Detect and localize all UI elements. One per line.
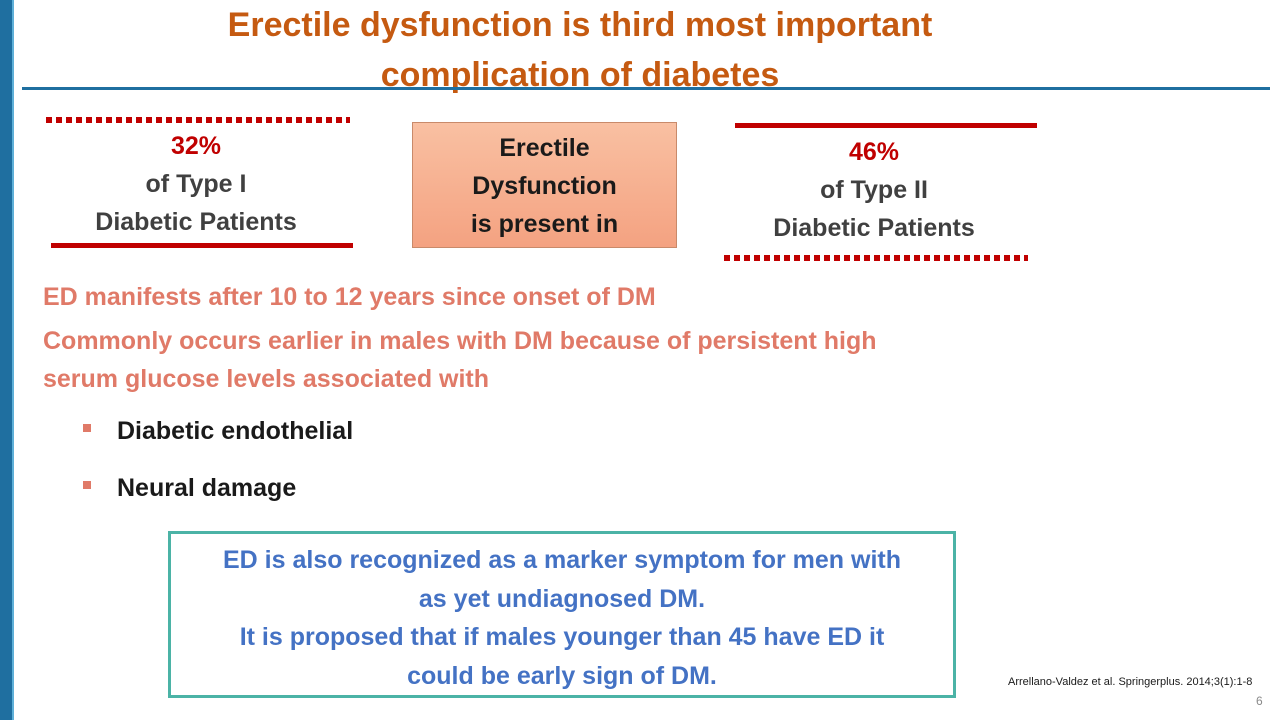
type1-stat: 32% of Type I Diabetic Patients xyxy=(46,127,346,241)
ed-present-box: Erectile Dysfunction is present in xyxy=(412,122,677,248)
bullet-text: Neural damage xyxy=(117,474,297,502)
ed-box-line-3: is present in xyxy=(470,210,619,238)
type1-label-line-2: Diabetic Patients xyxy=(95,208,297,236)
cause-paragraph-line-2: serum glucose levels associated with xyxy=(43,365,490,393)
title-underline xyxy=(22,87,1270,90)
type1-percent: 32% xyxy=(170,132,222,160)
slide-title-line-2: complication of diabetes xyxy=(380,56,780,94)
ed-box-line-1: Erectile xyxy=(499,134,590,162)
type2-stat: 46% of Type II Diabetic Patients xyxy=(724,133,1024,247)
onset-paragraph: ED manifests after 10 to 12 years since … xyxy=(43,283,656,311)
callout-line-1: ED is also recognized as a marker sympto… xyxy=(223,546,901,574)
type2-label-line-2: Diabetic Patients xyxy=(773,214,975,242)
bullet-square-icon xyxy=(83,481,91,490)
callout-line-3: It is proposed that if males younger tha… xyxy=(239,623,885,651)
marker-symptom-callout: ED is also recognized as a marker sympto… xyxy=(168,531,956,698)
cause-paragraph: Commonly occurs earlier in males with DM… xyxy=(43,322,877,398)
citation: Arrellano-Valdez et al. Springerplus. 20… xyxy=(1008,676,1253,688)
bullet-item: Neural damage xyxy=(83,469,296,507)
type1-solid-rule xyxy=(51,243,353,248)
bullet-item: Diabetic endothelial xyxy=(83,412,353,450)
type1-dotted-rule xyxy=(46,117,350,123)
cause-paragraph-line-1: Commonly occurs earlier in males with DM… xyxy=(43,327,877,355)
type2-percent: 46% xyxy=(848,138,900,166)
callout-line-4: could be early sign of DM. xyxy=(407,661,717,690)
bullet-square-icon xyxy=(83,424,91,433)
bullet-text: Diabetic endothelial xyxy=(117,417,354,445)
page-number: 6 xyxy=(1256,694,1263,708)
type2-dotted-rule xyxy=(724,255,1028,261)
left-accent-bar xyxy=(0,0,12,720)
type2-label-line-1: of Type II xyxy=(820,176,928,204)
type2-solid-rule xyxy=(735,123,1037,128)
slide-title-line-1: Erectile dysfunction is third most impor… xyxy=(227,6,933,44)
ed-box-line-2: Dysfunction xyxy=(472,172,617,200)
slide-title: Erectile dysfunction is third most impor… xyxy=(100,0,1060,100)
callout-line-2: as yet undiagnosed DM. xyxy=(418,584,706,613)
type1-label-line-1: of Type I xyxy=(145,170,247,198)
left-accent-bar-highlight xyxy=(12,0,14,720)
